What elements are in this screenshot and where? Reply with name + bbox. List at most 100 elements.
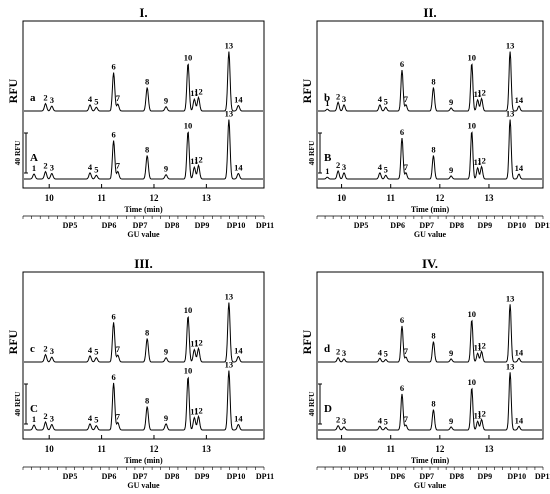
gu-tick-label: DP7 bbox=[419, 472, 434, 481]
scale-bar-label: 40 RFU bbox=[307, 140, 316, 165]
gu-tick-label: DP8 bbox=[165, 221, 180, 230]
peak-label: 4 bbox=[378, 347, 383, 357]
peak-label: 11 bbox=[190, 407, 198, 417]
peak-label: 13 bbox=[225, 291, 234, 301]
x-tick-label: 10 bbox=[45, 193, 55, 203]
peak-label: 2 bbox=[43, 93, 47, 103]
peak-label: 7 bbox=[116, 412, 121, 422]
peak-label: 8 bbox=[145, 395, 149, 405]
peak-label: 13 bbox=[506, 108, 515, 118]
peak-label: 4 bbox=[88, 94, 93, 104]
gu-tick-label: DP10 bbox=[507, 221, 526, 230]
peak-label: 13 bbox=[506, 293, 515, 303]
peak-label: 11 bbox=[474, 342, 482, 352]
peak-label: 9 bbox=[449, 165, 453, 175]
peak-label: 4 bbox=[378, 94, 383, 104]
peak-label: 8 bbox=[431, 144, 435, 154]
peak-label: 2 bbox=[43, 411, 47, 421]
plot-frame bbox=[22, 20, 265, 189]
peak-label: 11 bbox=[474, 157, 482, 167]
plot-frame bbox=[316, 20, 544, 189]
peak-label: 10 bbox=[468, 120, 477, 130]
peak-label: 11 bbox=[190, 156, 198, 166]
peak-label: 13 bbox=[506, 40, 515, 50]
trace-d bbox=[318, 304, 542, 363]
gu-tick-label: DP5 bbox=[63, 221, 78, 230]
peak-label: 9 bbox=[449, 416, 453, 426]
series-label-A: A bbox=[30, 152, 38, 164]
gu-tick-label: DP11 bbox=[256, 221, 274, 230]
gu-tick-label: DP6 bbox=[102, 472, 117, 481]
peak-label: 12 bbox=[477, 340, 486, 350]
x-tick-label: 11 bbox=[97, 444, 106, 454]
peak-label: 10 bbox=[468, 52, 477, 62]
peak-label: 6 bbox=[400, 59, 404, 69]
peak-label: 14 bbox=[515, 95, 524, 105]
peak-label: 10 bbox=[184, 120, 193, 130]
trace-B bbox=[318, 119, 542, 180]
gu-tick-label: DP8 bbox=[165, 472, 180, 481]
peak-label: 5 bbox=[384, 349, 388, 359]
peak-label: 1 bbox=[32, 414, 36, 424]
peak-label: 4 bbox=[378, 415, 383, 425]
gu-tick-label: DP7 bbox=[133, 221, 148, 230]
panel-title: II. bbox=[423, 5, 436, 20]
x-tick-label: 13 bbox=[202, 444, 212, 454]
peak-label: 3 bbox=[342, 348, 346, 358]
peak-label: 4 bbox=[88, 162, 93, 172]
x-tick-label: 13 bbox=[484, 444, 494, 454]
series-label-D: D bbox=[324, 403, 332, 415]
gu-tick-label: DP5 bbox=[354, 221, 369, 230]
peak-label: 2 bbox=[43, 344, 47, 354]
trace-D bbox=[318, 372, 542, 431]
peak-label: 7 bbox=[404, 94, 409, 104]
x-tick-label: 13 bbox=[484, 193, 494, 203]
peak-label: 7 bbox=[116, 161, 121, 171]
peak-label: 14 bbox=[515, 163, 524, 173]
x-tick-label: 12 bbox=[435, 193, 445, 203]
peak-label: 7 bbox=[116, 344, 121, 354]
peak-label: 3 bbox=[50, 95, 54, 105]
peak-label: 2 bbox=[43, 161, 47, 171]
peak-label: 12 bbox=[194, 86, 203, 96]
x-tick-label: 12 bbox=[435, 444, 445, 454]
peak-label: 3 bbox=[50, 162, 54, 172]
peak-label: 14 bbox=[515, 415, 524, 425]
peak-label: 12 bbox=[477, 88, 486, 98]
peak-label: 8 bbox=[145, 76, 149, 86]
peak-label: 11 bbox=[474, 89, 482, 99]
peak-label: 10 bbox=[184, 305, 193, 315]
peak-label: 9 bbox=[449, 348, 453, 358]
peak-label: 13 bbox=[225, 359, 234, 369]
gu-axis-label: GU value bbox=[414, 230, 447, 239]
peak-label: 5 bbox=[94, 164, 98, 174]
peak-label: 3 bbox=[50, 346, 54, 356]
trace-a bbox=[24, 51, 263, 112]
x-tick-label: 12 bbox=[149, 444, 159, 454]
gu-tick-label: DP11 bbox=[256, 472, 274, 481]
panel-title: IV. bbox=[422, 256, 438, 271]
peak-label: 6 bbox=[112, 372, 116, 382]
peak-label: 5 bbox=[94, 415, 98, 425]
peak-label: 12 bbox=[477, 156, 486, 166]
gu-tick-label: DP6 bbox=[390, 472, 405, 481]
peak-label: 5 bbox=[384, 417, 388, 427]
peak-label: 6 bbox=[400, 127, 404, 137]
plot-frame bbox=[316, 271, 544, 440]
peak-label: 6 bbox=[112, 62, 116, 72]
series-label-C: C bbox=[30, 403, 38, 415]
x-axis-label: Time (min) bbox=[411, 205, 450, 214]
peak-label: 3 bbox=[342, 162, 346, 172]
gu-tick-label: DP11 bbox=[535, 221, 550, 230]
y-axis-label: RFU bbox=[6, 78, 20, 103]
y-axis-label: RFU bbox=[300, 329, 314, 354]
series-label-a: a bbox=[30, 92, 36, 104]
trace-b bbox=[318, 51, 542, 112]
peak-label: 12 bbox=[194, 405, 203, 415]
peak-label: 11 bbox=[474, 410, 482, 420]
peak-label: 2 bbox=[336, 160, 340, 170]
series-label-c: c bbox=[30, 343, 35, 355]
x-tick-label: 12 bbox=[149, 193, 159, 203]
